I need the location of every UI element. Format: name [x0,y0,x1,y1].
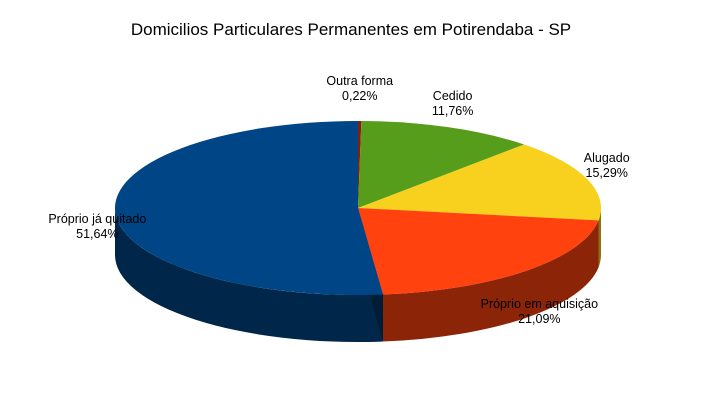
slice-value-proprio-em-aquisicao: 21,09% [518,312,560,326]
pie-labels: Outra forma 0,22% Cedido 11,76% Alugado 15,29… [48,74,629,326]
slice-value-outra-forma: 0,22% [342,89,377,103]
slice-label-outra-forma: Outra forma [326,74,393,88]
slice-label-cedido: Cedido [433,89,473,103]
pie-side-alugado [598,208,601,268]
chart-title: Domicilios Particulares Permanentes em P… [131,20,571,39]
data-label-alugado: Alugado 15,29% [584,151,630,180]
data-label-proprio-em-aquisicao: Próprio em aquisição 21,09% [481,297,598,326]
slice-value-alugado: 15,29% [586,166,628,180]
pie-slice-outra-forma [358,121,362,208]
data-label-outra-forma: Outra forma 0,22% [326,74,393,103]
slice-label-alugado: Alugado [584,151,630,165]
data-label-cedido: Cedido 11,76% [432,89,473,118]
data-label-proprio-ja-quitado: Próprio já quitado 51,64% [48,212,146,241]
pie-slice-proprio-em-aquisicao [358,208,599,295]
slice-value-cedido: 11,76% [432,104,473,118]
slice-label-proprio-em-aquisicao: Próprio em aquisição [481,297,598,311]
pie-side-proprio-em-aquisicao [382,220,599,342]
slice-label-proprio-ja-quitado: Próprio já quitado [48,212,146,226]
pie-slice-cedido [358,121,525,208]
pie-side-proprio-ja-quitado [115,208,383,342]
pie-slice-alugado [358,144,601,221]
pie-top [114,121,601,295]
slice-value-proprio-ja-quitado: 51,64% [76,227,118,241]
pie-slice-proprio-ja-quitado [114,121,383,295]
